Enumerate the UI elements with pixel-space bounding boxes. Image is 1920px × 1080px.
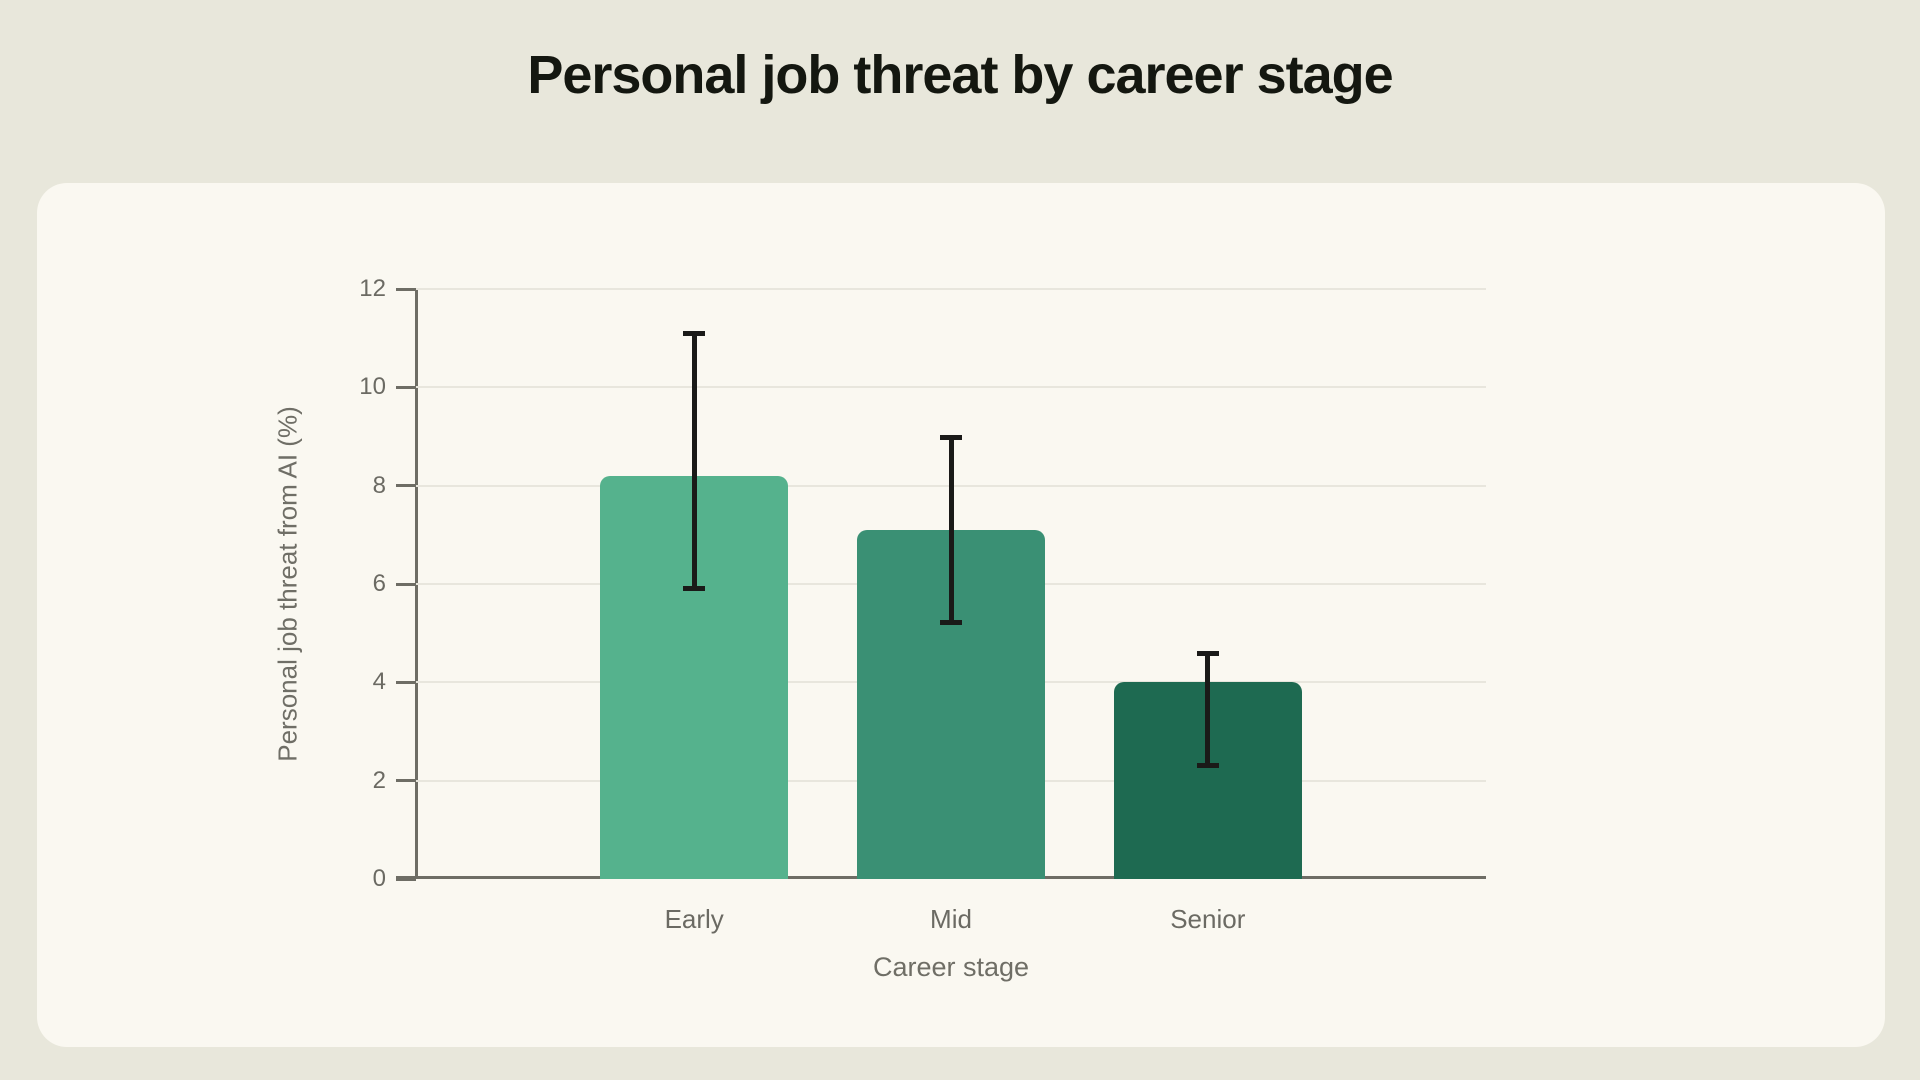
x-axis-title: Career stage: [872, 952, 1030, 982]
chart-card: Personal job threat from AI (%) Career s…: [37, 183, 1885, 1047]
error-bar-cap-top: [940, 434, 962, 440]
x-category-label-early: Early: [664, 904, 724, 934]
x-category-label-senior: Senior: [1170, 904, 1246, 934]
x-category-label-mid: Mid: [930, 904, 972, 934]
gridline: [416, 288, 1486, 290]
y-axis-tick: [396, 385, 416, 389]
gridline: [416, 386, 1486, 389]
error-bar-cap-bottom: [1196, 762, 1219, 768]
y-axis-tick: [396, 680, 416, 684]
y-axis-tick: [396, 877, 416, 881]
plot-area: Personal job threat from AI (%) Career s…: [273, 275, 1486, 982]
error-bar-cap-top: [683, 331, 706, 337]
error-bar-line: [948, 436, 954, 624]
error-bar-line: [691, 333, 697, 589]
y-tick-label: 4: [372, 668, 386, 696]
y-tick-label: 0: [372, 865, 386, 892]
y-axis-tick: [396, 779, 416, 783]
error-bar-cap-bottom: [940, 620, 962, 626]
y-tick-label: 12: [359, 275, 386, 302]
error-bar-cap-bottom: [683, 585, 706, 591]
chart-title: Personal job threat by career stage: [527, 45, 1393, 105]
error-bar-line: [1205, 652, 1211, 766]
y-axis-tick: [396, 484, 416, 488]
error-bar-cap-top: [1196, 650, 1219, 656]
y-axis-tick: [396, 582, 416, 586]
y-tick-label: 2: [372, 766, 386, 794]
y-tick-label: 10: [359, 373, 386, 401]
y-tick-label: 8: [372, 471, 386, 499]
y-axis-tick: [396, 287, 416, 291]
y-tick-label: 6: [372, 570, 386, 597]
